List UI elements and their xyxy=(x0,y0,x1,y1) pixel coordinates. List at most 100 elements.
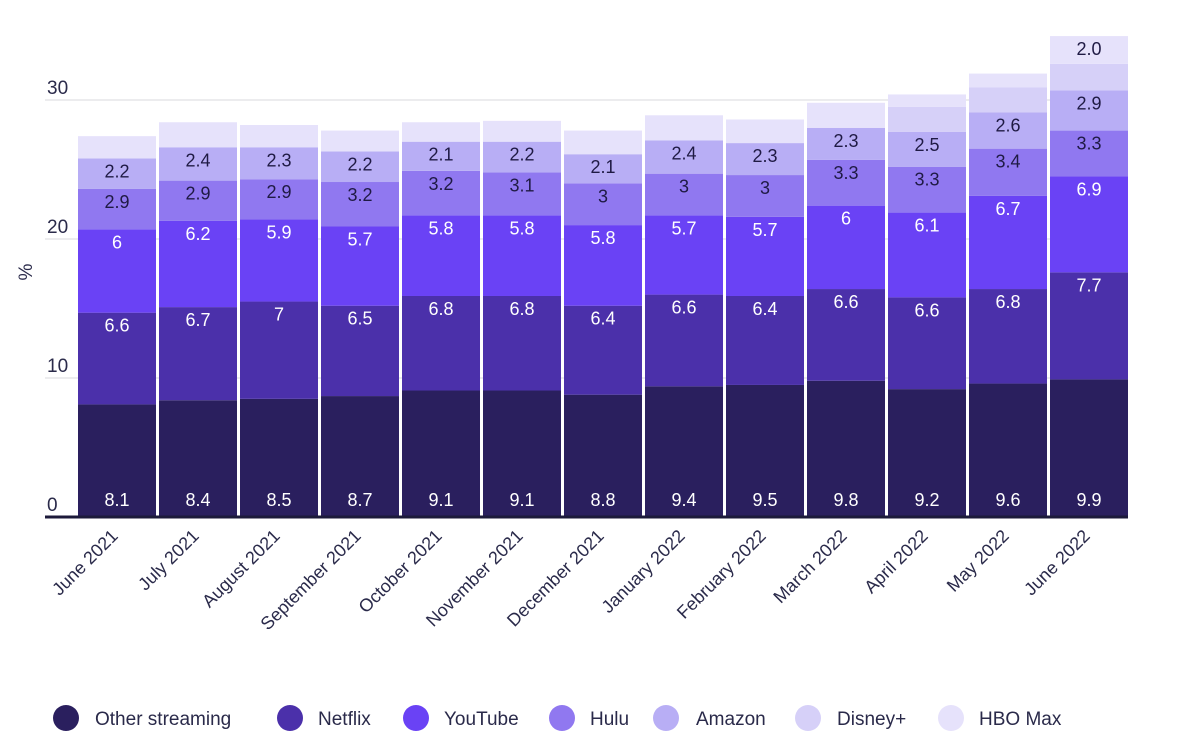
data-label: 2.9 xyxy=(104,192,129,212)
bar-segment xyxy=(726,143,804,176)
legend-swatch xyxy=(277,705,303,731)
legend-label: YouTube xyxy=(444,709,519,730)
bar-segment xyxy=(321,396,399,517)
bar-segment xyxy=(1050,176,1128,273)
data-label: 9.8 xyxy=(833,490,858,510)
legend-swatch xyxy=(653,705,679,731)
data-label: 6.8 xyxy=(995,292,1020,312)
bar-segment xyxy=(240,219,318,302)
bar-segment xyxy=(645,140,723,174)
bar-segment xyxy=(564,225,642,306)
bar-segment xyxy=(240,147,318,180)
bar-segment xyxy=(240,179,318,220)
bar-segment xyxy=(888,389,966,517)
data-label: 6 xyxy=(112,232,122,252)
bar-segment xyxy=(78,136,156,159)
bar-segment xyxy=(402,122,480,142)
bar-segment xyxy=(888,106,966,132)
bar-segment xyxy=(1050,130,1128,177)
legend-swatch xyxy=(938,705,964,731)
y-tick-label: 10 xyxy=(47,356,68,377)
bar-segment xyxy=(564,130,642,155)
bar-segment xyxy=(969,148,1047,196)
legend-item: Hulu xyxy=(549,705,629,731)
bar-segment xyxy=(1050,272,1128,380)
bar-segment xyxy=(483,295,561,391)
data-label: 5.8 xyxy=(428,218,453,238)
bar-segment xyxy=(159,220,237,308)
data-label: 2.4 xyxy=(671,143,696,163)
bar-segment xyxy=(969,195,1047,290)
data-label: 9.1 xyxy=(509,490,534,510)
data-label: 9.5 xyxy=(752,490,777,510)
legend-label: HBO Max xyxy=(979,709,1062,730)
data-label: 9.2 xyxy=(914,490,939,510)
data-label: 3.3 xyxy=(1076,134,1101,154)
data-label: 8.5 xyxy=(266,490,291,510)
bar-segment xyxy=(1050,379,1128,517)
data-label: 2.4 xyxy=(185,150,210,170)
x-tick-label: January 2022 xyxy=(598,526,689,617)
data-label: 8.1 xyxy=(104,490,129,510)
data-label: 6.7 xyxy=(995,199,1020,219)
data-label: 2.3 xyxy=(266,150,291,170)
data-label: 6.9 xyxy=(1076,179,1101,199)
data-label: 2.3 xyxy=(752,146,777,166)
data-label: 2.5 xyxy=(914,135,939,155)
bar-segment xyxy=(483,215,561,296)
bar-segment xyxy=(564,394,642,517)
bar-segment xyxy=(645,173,723,216)
x-tick-label: March 2022 xyxy=(769,526,850,607)
y-tick-label: 30 xyxy=(47,78,68,99)
x-tick-label: June 2022 xyxy=(1020,526,1094,600)
data-label: 8.4 xyxy=(185,490,210,510)
data-label: 9.9 xyxy=(1076,490,1101,510)
bar-segment xyxy=(969,73,1047,88)
data-label: 2.1 xyxy=(590,157,615,177)
data-label: 5.8 xyxy=(590,228,615,248)
bar-segment xyxy=(240,125,318,148)
data-label: 3.2 xyxy=(428,174,453,194)
x-tick-label: June 2021 xyxy=(48,526,122,600)
data-label: 5.7 xyxy=(752,220,777,240)
bar-segment xyxy=(159,122,237,148)
legend-swatch xyxy=(795,705,821,731)
legend-label: Disney+ xyxy=(837,709,906,730)
bar-segment xyxy=(969,383,1047,517)
bar-segment xyxy=(78,312,156,405)
bar-segment xyxy=(240,301,318,399)
bar-segment xyxy=(564,154,642,184)
data-label: 3.4 xyxy=(995,152,1020,172)
data-label: 6.6 xyxy=(671,298,696,318)
bar-segment xyxy=(807,205,885,290)
data-label: 3.1 xyxy=(509,175,534,195)
data-label: 2.6 xyxy=(995,116,1020,136)
bar-segment xyxy=(645,215,723,295)
x-tick-label: July 2021 xyxy=(134,526,203,595)
bar-segment xyxy=(483,390,561,517)
legend-item: YouTube xyxy=(403,705,519,731)
legend-item: Other streaming xyxy=(53,705,231,731)
bar-segment xyxy=(888,131,966,167)
bar-segment xyxy=(483,172,561,216)
data-label: 8.7 xyxy=(347,490,372,510)
data-label: 3.2 xyxy=(347,185,372,205)
bar-segment xyxy=(645,115,723,141)
data-label: 9.4 xyxy=(671,490,696,510)
legend-swatch xyxy=(53,705,79,731)
legend-swatch xyxy=(403,705,429,731)
bar-segment xyxy=(807,380,885,517)
x-tick-label: May 2022 xyxy=(943,526,1013,596)
x-tick-label: October 2021 xyxy=(355,526,446,617)
data-label: 3.3 xyxy=(833,163,858,183)
data-label: 6.8 xyxy=(509,299,534,319)
bar-segment xyxy=(240,398,318,517)
bar-segment xyxy=(78,158,156,189)
bar-segment xyxy=(159,307,237,401)
bar-segment xyxy=(402,390,480,517)
bar-segment xyxy=(1050,63,1128,91)
data-label: 2.2 xyxy=(509,145,534,165)
data-label: 9.6 xyxy=(995,490,1020,510)
